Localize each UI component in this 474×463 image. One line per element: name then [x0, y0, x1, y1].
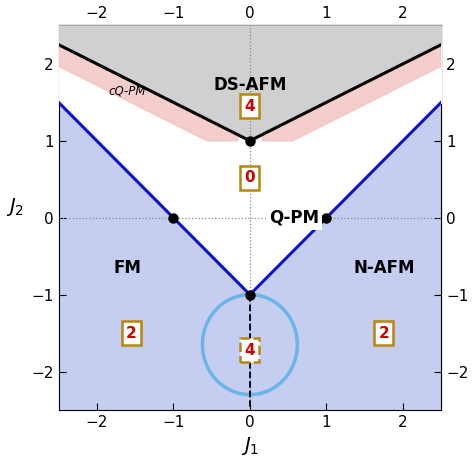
Text: 0: 0	[245, 170, 255, 185]
Text: cQ-PM: cQ-PM	[108, 84, 146, 97]
Text: Q-PM: Q-PM	[269, 209, 319, 227]
X-axis label: $J_1$: $J_1$	[241, 435, 259, 457]
Text: 2: 2	[378, 325, 389, 341]
Text: 4: 4	[245, 99, 255, 114]
Text: DS-AFM: DS-AFM	[213, 76, 287, 94]
Text: 2: 2	[126, 325, 137, 341]
Text: N-AFM: N-AFM	[353, 259, 415, 277]
Y-axis label: $J_2$: $J_2$	[6, 196, 24, 218]
Text: 4: 4	[245, 343, 255, 357]
Text: FM: FM	[113, 259, 141, 277]
